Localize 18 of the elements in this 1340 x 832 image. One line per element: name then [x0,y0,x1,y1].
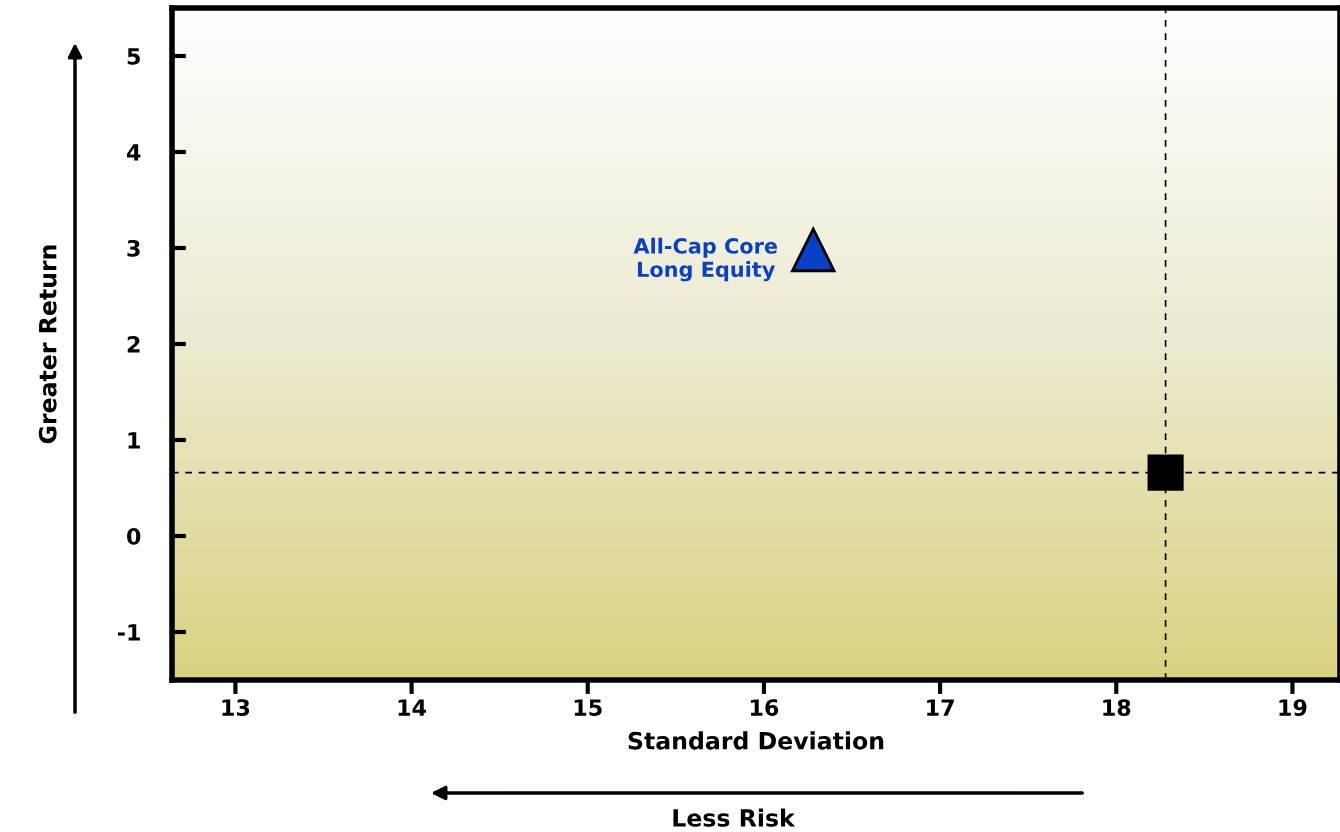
y-tick-label: 0 [127,527,141,545]
text: Less Risk [673,808,796,827]
x-tick-label: 17 [927,699,954,716]
x-tick-label: 14 [398,699,427,716]
y-tick-label: 3 [127,239,140,257]
y-tick-label: 4 [126,144,141,161]
x-tick-label: 16 [750,699,779,716]
y-tick-label: -1 [117,624,140,641]
x-tick-label: 13 [222,699,250,716]
x-tick-label: 15 [574,699,602,716]
series-label: All-Cap Core Long Equity [633,237,778,282]
y-tick-label: 5 [127,48,140,65]
y-axis-title: Greater Return [38,245,57,444]
y-tick-label: 2 [127,335,140,353]
x-axis-title: Standard Deviation [628,731,884,750]
y-tick-label: 1 [128,432,140,449]
x-tick-label: 19 [1279,699,1307,716]
x-tick-label: 18 [1103,699,1131,716]
